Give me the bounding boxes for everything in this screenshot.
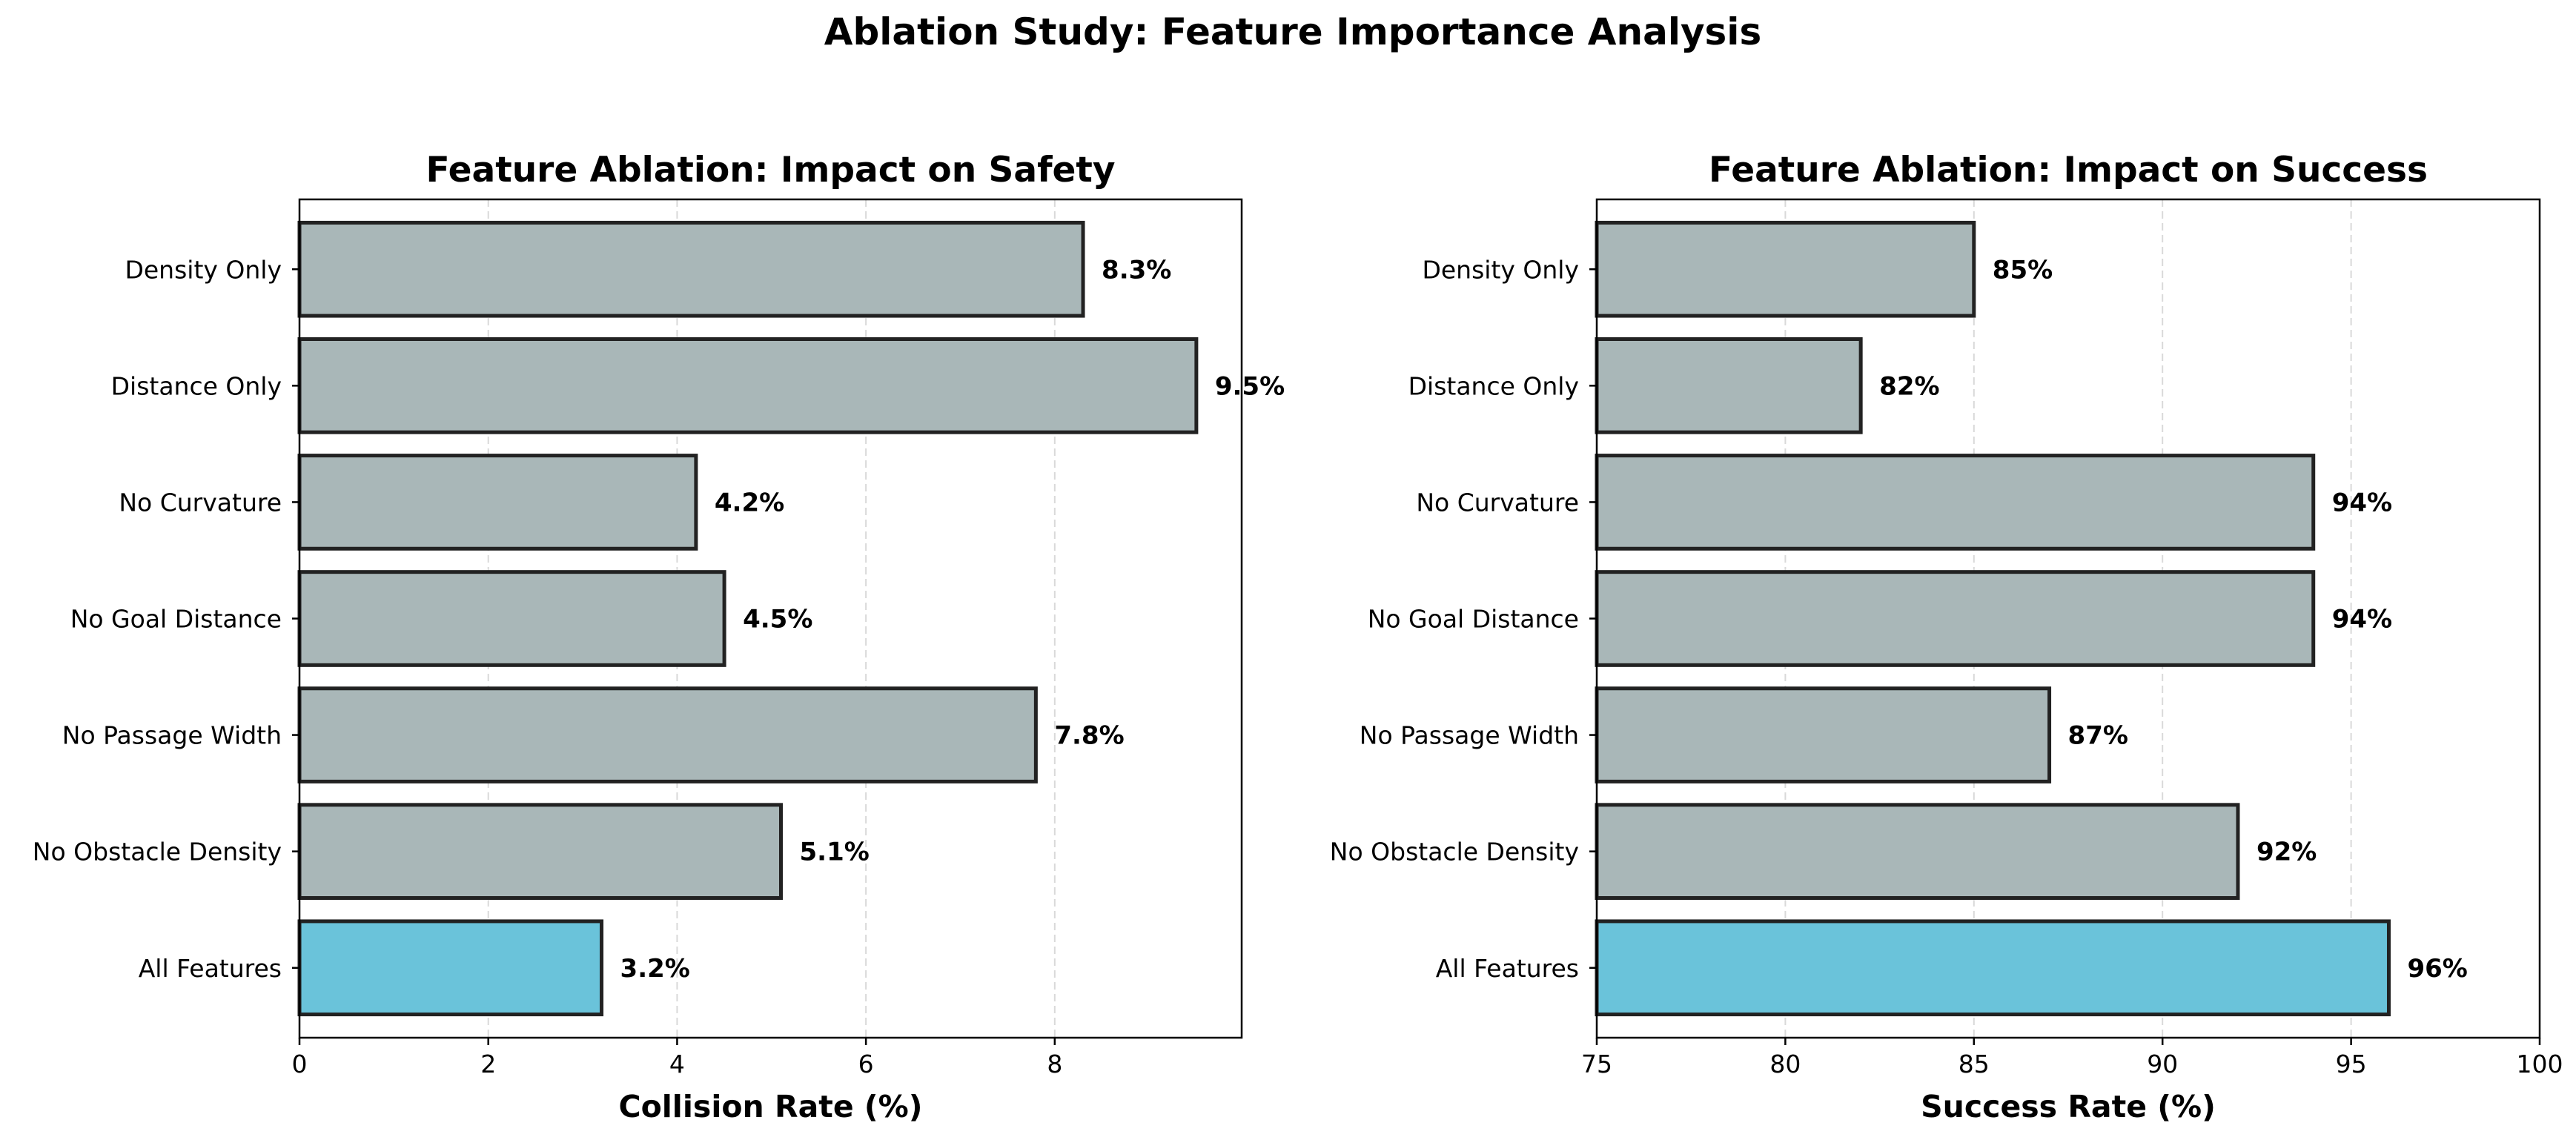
data-label: 85% (1993, 255, 2053, 285)
y-tick-label: No Goal Distance (1368, 605, 1579, 634)
data-label: 87% (2068, 721, 2128, 751)
axes-frame (1595, 198, 2541, 1039)
figure-suptitle: Ablation Study: Feature Importance Analy… (824, 10, 1761, 53)
data-label: 82% (1879, 371, 1939, 401)
bar-no-goal-distance (297, 570, 726, 667)
bar-no-obstacle-density (1595, 803, 2240, 901)
y-tick-label: All Features (139, 954, 282, 983)
bar-all-features (1595, 919, 2391, 1017)
data-label: 94% (2332, 488, 2392, 517)
x-axis-label: Collision Rate (%) (619, 1089, 923, 1124)
panel-title: Feature Ablation: Impact on Safety (426, 150, 1115, 190)
data-label: 3.2% (620, 954, 690, 984)
bar-no-curvature (297, 454, 698, 551)
x-tick-label: 0 (292, 1050, 308, 1078)
bar-density-only (1595, 220, 1976, 318)
x-tick-label: 4 (669, 1050, 685, 1078)
panel-success: 96% All Features 92% No Obstacle Density 87%… (1330, 150, 2563, 1124)
y-tick-label: No Obstacle Density (33, 838, 282, 866)
bar-density-only (297, 220, 1085, 318)
data-label: 4.5% (743, 605, 812, 634)
x-tick-label: 6 (858, 1050, 874, 1078)
x-tick-label: 80 (1769, 1050, 1801, 1078)
data-label: 96% (2407, 954, 2467, 984)
y-tick-label: Density Only (1422, 255, 1579, 284)
y-tick-label: No Obstacle Density (1330, 838, 1579, 866)
y-tick-label: No Passage Width (62, 721, 282, 750)
y-tick-label: Distance Only (1408, 371, 1579, 400)
data-label: 94% (2332, 605, 2392, 634)
data-label: 9.5% (1215, 371, 1285, 401)
bar-no-obstacle-density (297, 803, 784, 901)
bar-no-passage-width (297, 686, 1038, 783)
bar-all-features (297, 919, 604, 1017)
bar-no-passage-width (1595, 686, 2052, 783)
data-label: 8.3% (1102, 255, 1171, 285)
x-tick-label: 100 (2517, 1050, 2563, 1078)
x-tick-label: 85 (1959, 1050, 1990, 1078)
axes-frame (298, 198, 1243, 1039)
data-label: 5.1% (800, 838, 870, 867)
x-axis-label: Success Rate (%) (1921, 1089, 2216, 1124)
bar-no-goal-distance (1595, 570, 2316, 667)
bar-distance-only (297, 337, 1199, 434)
x-tick-label: 8 (1047, 1050, 1062, 1078)
y-tick-label: Density Only (125, 255, 282, 284)
x-tick-label: 75 (1581, 1050, 1612, 1078)
y-tick-label: No Passage Width (1360, 721, 1579, 750)
y-tick-label: All Features (1436, 954, 1579, 983)
x-tick-label: 90 (2147, 1050, 2178, 1078)
data-label: 92% (2257, 838, 2317, 867)
x-tick-label: 95 (2336, 1050, 2367, 1078)
data-label: 4.2% (715, 488, 784, 517)
x-tick-label: 2 (480, 1050, 496, 1078)
y-tick-label: No Curvature (119, 488, 282, 517)
y-tick-label: No Goal Distance (70, 605, 282, 634)
y-tick-label: Distance Only (111, 371, 282, 400)
panel-safety: 3.2% All Features 5.1% No Obstacle Density 7… (33, 150, 1285, 1124)
y-tick-label: No Curvature (1416, 488, 1579, 517)
bar-distance-only (1595, 337, 1863, 434)
panel-title: Feature Ablation: Impact on Success (1709, 150, 2428, 190)
bar-no-curvature (1595, 454, 2316, 551)
data-label: 7.8% (1054, 721, 1124, 751)
